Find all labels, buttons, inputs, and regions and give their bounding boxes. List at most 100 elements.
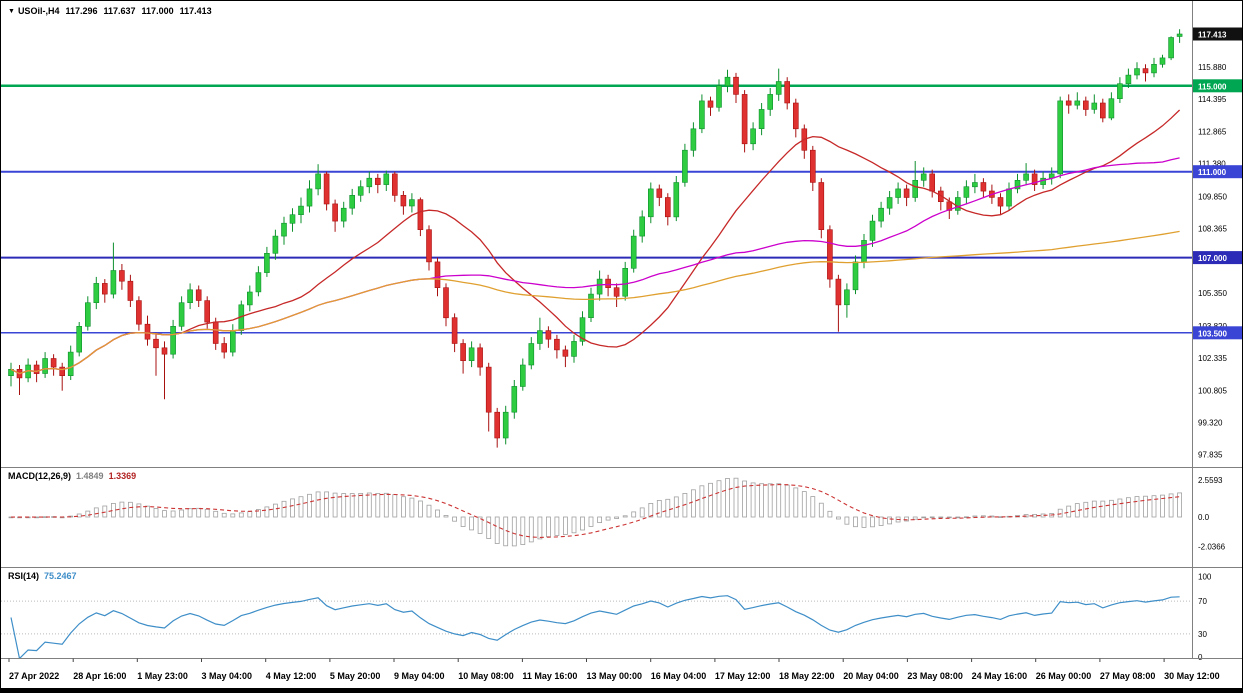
price-axis[interactable]: 115.880 114.395 112.865 111.380 109.850 108.3…	[1193, 27, 1243, 460]
candle-body	[1006, 188, 1012, 207]
candle-body	[127, 280, 134, 301]
candle-body	[298, 205, 304, 216]
candle-body	[477, 347, 483, 368]
macd-bar	[204, 508, 210, 518]
macd-bar	[324, 491, 330, 518]
macd-bar	[1057, 508, 1063, 518]
candle-body	[682, 149, 688, 183]
bar-open-value: 117.296	[65, 6, 98, 16]
symbol-period-label: USOil-,H4	[17, 6, 60, 16]
candle-body	[622, 267, 629, 297]
candle-body	[161, 347, 168, 355]
candle-body	[289, 214, 296, 224]
candle-body	[460, 343, 466, 362]
macd-bar	[639, 507, 645, 518]
support-resistance-lines	[1, 84, 1192, 334]
macd-bar	[887, 516, 892, 525]
candle-body	[212, 321, 219, 344]
svg-text:20 May 04:00: 20 May 04:00	[843, 671, 899, 681]
candle-body	[102, 283, 108, 295]
candle-body	[443, 287, 449, 319]
candle-body	[1083, 100, 1089, 110]
candle-body	[903, 188, 910, 198]
svg-text:23 May 08:00: 23 May 08:00	[907, 671, 963, 681]
macd-bar	[836, 516, 841, 520]
macd-bar	[93, 507, 99, 518]
candle-body	[733, 76, 739, 95]
macd-bar	[912, 516, 918, 520]
macd-name: MACD(12,26,9)	[8, 471, 72, 481]
candle-body	[861, 240, 867, 263]
bottom-strip	[1, 688, 1242, 692]
candle-body	[707, 100, 714, 108]
svg-text:117.413: 117.413	[1198, 31, 1227, 40]
candle-body	[315, 173, 321, 190]
bar-high-value: 117.637	[103, 6, 136, 16]
macd-panel	[8, 477, 1182, 547]
macd-bar	[213, 510, 219, 518]
macd-bar	[938, 516, 944, 519]
svg-text:30 May 12:00: 30 May 12:00	[1164, 671, 1220, 681]
macd-bar	[315, 491, 321, 518]
candle-body	[1065, 100, 1072, 106]
candle-body	[639, 216, 646, 237]
rsi-line	[10, 595, 1180, 658]
svg-text:11 May 16:00: 11 May 16:00	[522, 671, 577, 681]
macd-bar	[554, 516, 560, 536]
symbol-marker-icon: ▼	[8, 8, 15, 15]
svg-text:102.335: 102.335	[1198, 354, 1227, 363]
macd-bar	[716, 480, 722, 518]
macd-bar	[238, 512, 244, 518]
macd-bar	[929, 516, 935, 519]
candle-body	[656, 188, 663, 198]
macd-bar	[964, 516, 969, 518]
candle-body	[1117, 83, 1123, 99]
macd-bar	[469, 516, 475, 531]
macd-bar	[1143, 495, 1148, 518]
candle-body	[485, 366, 492, 413]
candle-body	[758, 109, 765, 130]
candle-body	[187, 289, 193, 303]
macd-main-value: 1.4849	[76, 471, 104, 481]
candle-body	[67, 351, 74, 377]
candle-body	[255, 272, 262, 293]
macd-bar	[767, 483, 773, 518]
macd-bar	[187, 508, 193, 518]
candle-body	[511, 386, 518, 413]
candle-body	[1176, 33, 1183, 37]
macd-bar	[290, 498, 295, 518]
candle-body	[869, 220, 876, 241]
candle-body	[963, 186, 970, 198]
candle-body	[426, 229, 432, 263]
svg-text:5 May 20:00: 5 May 20:00	[330, 671, 381, 681]
macd-bar	[136, 503, 142, 518]
candle-body	[895, 188, 901, 198]
candle-body	[42, 358, 48, 374]
candle-body	[417, 199, 424, 231]
macd-bar	[588, 516, 594, 527]
macd-bar	[1066, 505, 1072, 518]
price-badge	[1193, 27, 1242, 41]
rsi-levels	[1, 600, 1192, 635]
macd-bar	[827, 510, 833, 518]
macd-bar	[1134, 496, 1140, 518]
candle-body	[357, 186, 364, 196]
svg-text:-2.0366: -2.0366	[1198, 543, 1226, 552]
svg-text:28 Apr 16:00: 28 Apr 16:00	[73, 671, 126, 681]
candle-body	[596, 278, 603, 295]
svg-text:97.835: 97.835	[1198, 450, 1223, 459]
candle-body	[750, 128, 756, 145]
candle-body	[954, 197, 961, 211]
svg-text:111.000: 111.000	[1198, 168, 1227, 177]
macd-bar	[571, 516, 577, 534]
macd-bar	[383, 492, 389, 518]
time-axis[interactable]: 27 Apr 2022 28 Apr 16:00 1 May 23:00 3 May …	[8, 658, 1220, 682]
svg-text:99.320: 99.320	[1198, 419, 1223, 428]
candle-body	[690, 128, 697, 151]
macd-bar	[699, 485, 705, 518]
candle-body	[409, 199, 415, 207]
moving-averages	[10, 109, 1181, 375]
macd-bar	[452, 516, 458, 522]
macd-bar	[528, 516, 534, 543]
